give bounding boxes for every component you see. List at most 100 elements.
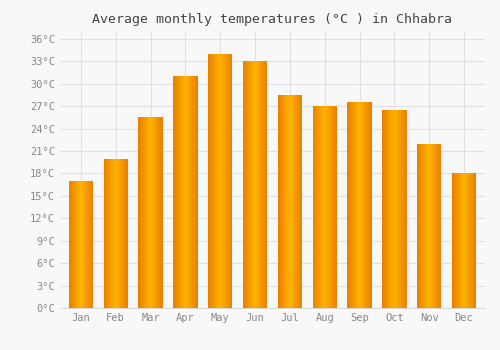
Bar [467, 174, 468, 308]
Bar [260, 61, 261, 308]
Bar [214, 54, 215, 308]
Bar [299, 95, 300, 308]
Bar [148, 118, 150, 308]
Bar [261, 61, 262, 308]
Bar [456, 174, 457, 308]
Bar [368, 103, 370, 308]
Bar [90, 181, 92, 308]
Bar [112, 159, 114, 308]
Bar [173, 76, 174, 308]
Bar [114, 159, 115, 308]
Title: Average monthly temperatures (°C ) in Chhabra: Average monthly temperatures (°C ) in Ch… [92, 13, 452, 26]
Bar [361, 103, 362, 308]
Bar [257, 61, 258, 308]
Bar [392, 110, 393, 308]
Bar [464, 174, 466, 308]
Bar [403, 110, 404, 308]
Bar [228, 54, 229, 308]
Bar [364, 103, 365, 308]
Bar [126, 159, 128, 308]
Bar [120, 159, 121, 308]
Bar [388, 110, 389, 308]
Bar [282, 95, 283, 308]
Bar [440, 144, 441, 308]
Bar [184, 76, 185, 308]
Bar [357, 103, 358, 308]
Bar [152, 118, 153, 308]
Bar [323, 106, 324, 308]
Bar [441, 144, 442, 308]
Bar [300, 95, 301, 308]
Bar [146, 118, 147, 308]
Bar [84, 181, 85, 308]
Bar [350, 103, 351, 308]
Bar [327, 106, 328, 308]
Bar [80, 181, 81, 308]
Bar [121, 159, 122, 308]
Bar [348, 103, 349, 308]
Bar [188, 76, 189, 308]
Bar [192, 76, 194, 308]
Bar [457, 174, 458, 308]
Bar [314, 106, 315, 308]
Bar [453, 174, 454, 308]
Bar [396, 110, 397, 308]
Bar [398, 110, 400, 308]
Bar [219, 54, 220, 308]
Bar [141, 118, 142, 308]
Bar [394, 110, 395, 308]
Bar [280, 95, 281, 308]
Bar [292, 95, 293, 308]
Bar [452, 174, 453, 308]
Bar [265, 61, 266, 308]
Bar [150, 118, 151, 308]
Bar [78, 181, 79, 308]
Bar [362, 103, 363, 308]
Bar [475, 174, 476, 308]
Bar [324, 106, 325, 308]
Bar [417, 144, 418, 308]
Bar [404, 110, 405, 308]
Bar [291, 95, 292, 308]
Bar [162, 118, 163, 308]
Bar [161, 118, 162, 308]
Bar [462, 174, 463, 308]
Bar [463, 174, 464, 308]
Bar [156, 118, 158, 308]
Bar [227, 54, 228, 308]
Bar [258, 61, 260, 308]
Bar [322, 106, 323, 308]
Bar [353, 103, 354, 308]
Bar [119, 159, 120, 308]
Bar [329, 106, 330, 308]
Bar [224, 54, 225, 308]
Bar [330, 106, 331, 308]
Bar [158, 118, 159, 308]
Bar [301, 95, 302, 308]
Bar [104, 159, 105, 308]
Bar [124, 159, 125, 308]
Bar [419, 144, 420, 308]
Bar [360, 103, 361, 308]
Bar [77, 181, 78, 308]
Bar [262, 61, 263, 308]
Bar [471, 174, 472, 308]
Bar [108, 159, 109, 308]
Bar [229, 54, 230, 308]
Bar [422, 144, 423, 308]
Bar [290, 95, 291, 308]
Bar [138, 118, 139, 308]
Bar [74, 181, 75, 308]
Bar [144, 118, 145, 308]
Bar [284, 95, 285, 308]
Bar [365, 103, 366, 308]
Bar [320, 106, 321, 308]
Bar [387, 110, 388, 308]
Bar [433, 144, 434, 308]
Bar [458, 174, 459, 308]
Bar [283, 95, 284, 308]
Bar [183, 76, 184, 308]
Bar [85, 181, 86, 308]
Bar [243, 61, 244, 308]
Bar [386, 110, 387, 308]
